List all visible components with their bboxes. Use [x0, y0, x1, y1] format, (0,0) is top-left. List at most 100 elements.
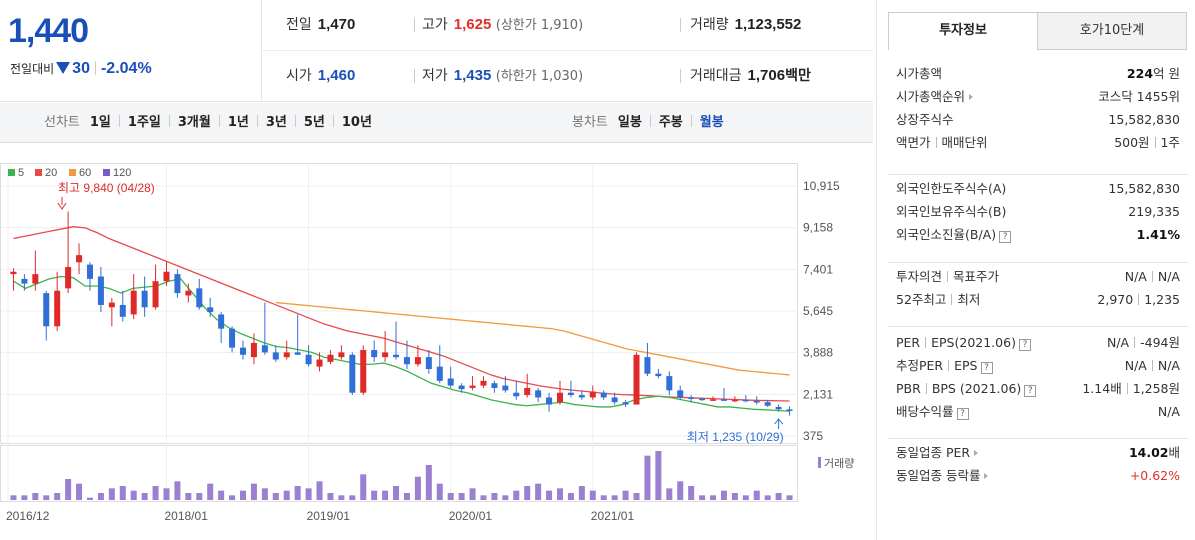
- candle-body: [589, 391, 596, 398]
- volume-bar: [108, 488, 115, 500]
- tab-3m[interactable]: 3개월: [177, 115, 211, 130]
- tab-10y[interactable]: 10년: [341, 115, 372, 130]
- low-annotation: 최저 1,235 (10/29): [687, 430, 784, 444]
- divider: [680, 69, 681, 83]
- down-triangle-icon: [56, 62, 71, 74]
- tab-3y[interactable]: 3년: [265, 115, 287, 130]
- volume-bar: [655, 451, 662, 500]
- market-cap-rank-label[interactable]: 시가총액순위: [896, 89, 966, 104]
- volume-bar: [119, 486, 126, 500]
- volume-bar: [349, 495, 356, 500]
- volume-bar: [10, 495, 17, 500]
- price-tick-label: 7,401: [803, 262, 833, 276]
- industry-per-unit: 배: [1168, 445, 1180, 460]
- volume-bar: [611, 495, 618, 500]
- candle-body: [567, 392, 574, 396]
- caret-right-icon: [984, 473, 989, 479]
- volume-bar: [294, 486, 301, 500]
- tab-monthly[interactable]: 월봉: [699, 115, 724, 130]
- candle-body: [294, 352, 301, 355]
- candle-body: [491, 383, 498, 388]
- industry-per-value: 14.02: [1128, 445, 1169, 460]
- trade-unit-label: 매매단위: [941, 135, 988, 150]
- volume-bar: [261, 488, 268, 500]
- candle-chart-label: 봉차트: [572, 115, 608, 130]
- volume-bar: [546, 490, 553, 500]
- candle-body: [163, 271, 170, 282]
- volume-bar: [720, 490, 727, 500]
- help-icon[interactable]: ?: [1024, 385, 1037, 397]
- candle-body: [731, 399, 738, 402]
- candle-body: [556, 392, 563, 403]
- row-pbr: PBR BPS (2021.06)? 1.14배 1,258원: [888, 377, 1188, 400]
- foreign-limit-value: 15,582,830: [1108, 181, 1180, 196]
- low-label: 저가: [422, 68, 448, 84]
- candle-body: [578, 395, 585, 398]
- candle-body: [753, 401, 760, 403]
- candle-body: [469, 385, 476, 388]
- market-cap-label: 시가총액: [896, 66, 943, 81]
- tab-invest-info[interactable]: 투자정보: [888, 12, 1038, 50]
- volume-bar: [535, 483, 542, 500]
- candle-body: [524, 387, 531, 396]
- tab-1d[interactable]: 1일: [89, 115, 111, 130]
- volume-bar: [76, 483, 83, 500]
- help-icon[interactable]: ?: [999, 231, 1012, 243]
- w52-low-label: 최저: [957, 292, 981, 307]
- volume-bar: [185, 493, 192, 500]
- volume-bar: [403, 493, 410, 500]
- change-row: 전일대비 30 -2.04%: [10, 60, 152, 78]
- opinion-label: 투자의견: [896, 269, 943, 284]
- help-icon[interactable]: ?: [1018, 339, 1031, 351]
- price-tick-label: 5,645: [803, 304, 833, 318]
- tab-1y[interactable]: 1년: [227, 115, 249, 130]
- shares-value: 15,582,830: [1108, 112, 1180, 127]
- section-opinion: 투자의견 목표주가 N/A N/A 52주최고 최저 2,970 1,235: [888, 262, 1188, 311]
- section-industry: 동일업종 PER 14.02배 동일업종 등락률 +0.62%: [888, 438, 1188, 487]
- market-cap-value: 224: [1126, 66, 1154, 81]
- volume-bar: [65, 479, 72, 500]
- opinion-value: N/A: [1124, 269, 1147, 284]
- tab-1w[interactable]: 1주일: [127, 115, 161, 130]
- candle-body: [414, 357, 421, 365]
- stock-chart[interactable]: 10,915 9,158 7,401 5,645 3,888 2,131 375 2016/1…: [0, 143, 873, 540]
- volume-plot-frame: [0, 445, 798, 502]
- ma60-line: [275, 301, 790, 376]
- volume-bar: [578, 486, 585, 500]
- help-icon[interactable]: ?: [956, 408, 969, 420]
- tab-weekly[interactable]: 주봉: [658, 115, 683, 130]
- foreign-ratio-value: 1.41%: [1136, 227, 1180, 242]
- tab-orderbook[interactable]: 호가10단계: [1037, 12, 1187, 50]
- chart-canvas: 10,915 9,158 7,401 5,645 3,888 2,131 375 2016/1…: [0, 163, 854, 523]
- amount-value: 1,706: [747, 67, 786, 84]
- industry-per-label[interactable]: 동일업종 PER: [896, 445, 971, 460]
- candle-body: [382, 352, 389, 358]
- volume-bar: [393, 486, 400, 500]
- change-amount: 30: [72, 60, 90, 77]
- est-per-value: N/A: [1124, 358, 1147, 373]
- candle-body: [546, 397, 553, 405]
- volume-bar: [141, 493, 148, 500]
- foreign-limit-label: 외국인한도주식수(A): [896, 181, 1007, 196]
- tab-5y[interactable]: 5년: [303, 115, 325, 130]
- quote-row-2: 시가 1,460 저가 1,435 (하한가 1,030) 거래대금 1,706백만: [262, 51, 873, 102]
- volume: 거래량 1,123,552: [690, 0, 801, 50]
- candle-body: [130, 290, 137, 315]
- candle-body: [699, 398, 706, 401]
- open-price: 시가 1,460: [286, 51, 355, 101]
- volume-bar: [316, 481, 323, 500]
- help-icon[interactable]: ?: [980, 362, 993, 374]
- x-tick-label: 2018/01: [164, 509, 208, 523]
- volume-bar: [371, 490, 378, 500]
- legend-swatch: [8, 169, 15, 176]
- volume-bar: [491, 493, 498, 500]
- legend-label: 120: [113, 167, 131, 179]
- tab-daily[interactable]: 일봉: [617, 115, 642, 130]
- volume-bar: [677, 481, 684, 500]
- high-arrow-head: [57, 202, 67, 210]
- volume-bar: [21, 495, 28, 500]
- industry-change-label[interactable]: 동일업종 등락률: [896, 468, 981, 483]
- prev-close: 전일 1,470: [286, 0, 355, 50]
- candle-body: [535, 390, 542, 398]
- open-value: 1,460: [317, 67, 356, 84]
